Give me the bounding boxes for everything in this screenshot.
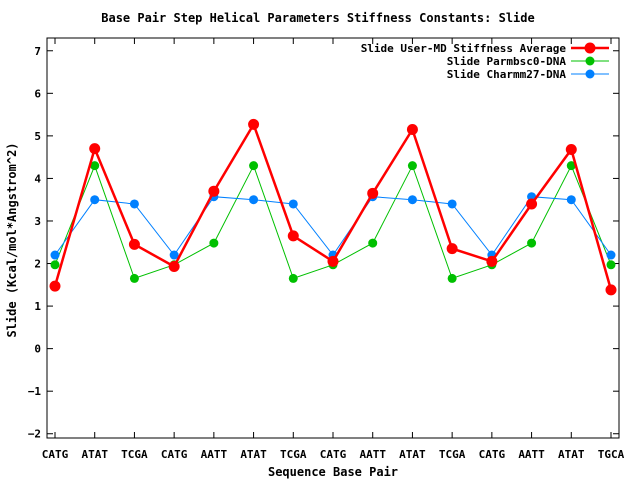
x-tick-label: TCGA bbox=[121, 448, 148, 461]
data-point bbox=[486, 255, 498, 267]
x-tick-label: ATAT bbox=[240, 448, 267, 461]
legend-label: Slide User-MD Stiffness Average bbox=[361, 42, 567, 55]
data-point bbox=[447, 199, 457, 209]
data-point bbox=[169, 250, 179, 260]
x-tick-label: ATAT bbox=[558, 448, 585, 461]
data-point bbox=[447, 273, 457, 283]
y-axis-label: Slide (Kcal/mol*Angstrom^2) bbox=[5, 142, 19, 337]
data-point bbox=[288, 199, 298, 209]
y-tick-label: 0 bbox=[34, 343, 41, 356]
data-point bbox=[288, 273, 298, 283]
y-tick-label: 3 bbox=[34, 215, 41, 228]
x-tick-label: CATG bbox=[161, 448, 188, 461]
data-point bbox=[327, 255, 339, 267]
y-tick-label: 1 bbox=[34, 300, 41, 313]
data-point bbox=[406, 123, 418, 135]
data-point bbox=[208, 185, 220, 197]
y-tick-label: 2 bbox=[34, 258, 41, 271]
x-tick-label: AATT bbox=[518, 448, 545, 461]
chart-title: Base Pair Step Helical Parameters Stiffn… bbox=[101, 11, 534, 25]
legend-label: Slide Charmm27-DNA bbox=[447, 68, 567, 81]
data-point bbox=[368, 238, 378, 248]
data-point bbox=[526, 198, 538, 210]
data-point bbox=[50, 260, 60, 270]
legend-swatch-marker bbox=[585, 56, 595, 66]
y-tick-label: 6 bbox=[34, 87, 41, 100]
data-point bbox=[606, 260, 616, 270]
x-tick-label: CATG bbox=[42, 448, 69, 461]
data-point bbox=[90, 195, 100, 205]
legend-label: Slide Parmbsc0-DNA bbox=[447, 55, 567, 68]
data-point bbox=[49, 280, 61, 292]
y-axis: −2 −1 0 1 2 3 4 5 6 7 bbox=[28, 45, 619, 441]
x-tick-label: TCGA bbox=[439, 448, 466, 461]
series-layer bbox=[49, 118, 617, 296]
data-point bbox=[446, 243, 458, 255]
x-tick-label: ATAT bbox=[81, 448, 108, 461]
data-point bbox=[565, 143, 577, 155]
data-point bbox=[287, 230, 299, 242]
x-axis: CATG ATAT TCGA CATG AATT ATAT TCGA CATG AATT ATAT… bbox=[42, 38, 625, 461]
legend-swatch-marker bbox=[585, 69, 595, 79]
data-point bbox=[129, 199, 139, 209]
x-tick-label: CATG bbox=[479, 448, 506, 461]
y-tick-label: 7 bbox=[34, 45, 41, 58]
data-point bbox=[209, 238, 219, 248]
y-tick-label: 4 bbox=[34, 172, 41, 185]
data-point bbox=[248, 118, 260, 130]
data-point bbox=[129, 273, 139, 283]
y-tick-label: −1 bbox=[28, 385, 42, 398]
x-tick-label: AATT bbox=[359, 448, 386, 461]
data-point bbox=[168, 261, 180, 273]
data-point bbox=[367, 187, 379, 199]
data-point bbox=[605, 284, 617, 296]
x-tick-label: CATG bbox=[320, 448, 347, 461]
x-tick-label: TCGA bbox=[280, 448, 307, 461]
y-tick-label: −2 bbox=[28, 428, 41, 441]
data-point bbox=[566, 161, 576, 171]
data-point bbox=[407, 195, 417, 205]
legend-swatch-marker bbox=[584, 42, 596, 54]
data-point bbox=[128, 238, 140, 250]
data-point bbox=[90, 161, 100, 171]
data-point bbox=[527, 238, 537, 248]
series-1 bbox=[49, 118, 617, 296]
data-point bbox=[249, 195, 259, 205]
data-point bbox=[606, 250, 616, 260]
x-axis-label: Sequence Base Pair bbox=[268, 465, 398, 479]
x-tick-label: TGCA bbox=[598, 448, 625, 461]
y-tick-label: 5 bbox=[34, 130, 41, 143]
data-point bbox=[50, 250, 60, 260]
data-point bbox=[407, 161, 417, 171]
data-point bbox=[566, 195, 576, 205]
data-point bbox=[249, 161, 259, 171]
x-tick-label: AATT bbox=[201, 448, 228, 461]
data-point bbox=[89, 143, 101, 155]
x-tick-label: ATAT bbox=[399, 448, 426, 461]
